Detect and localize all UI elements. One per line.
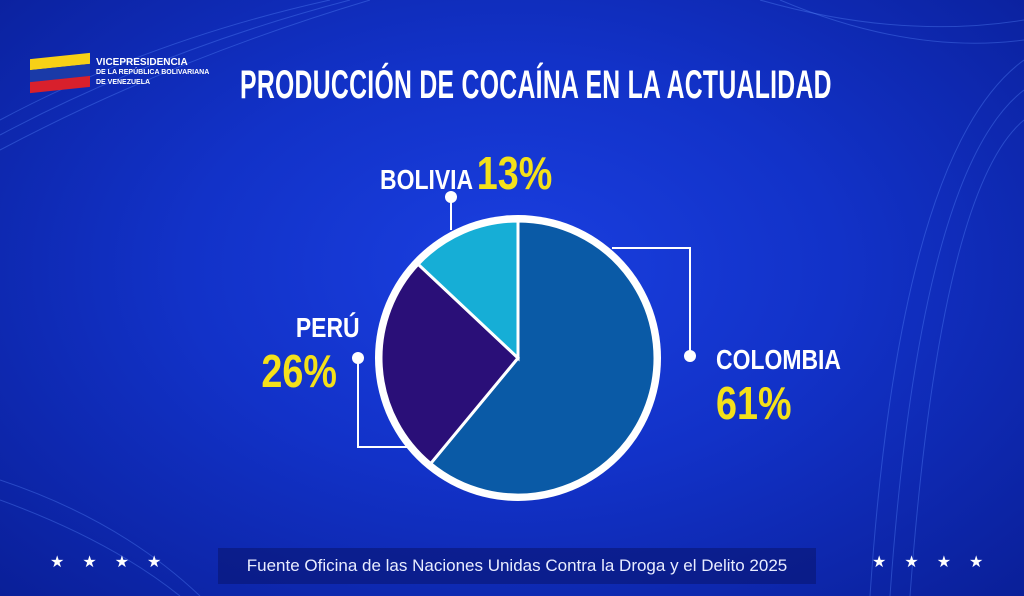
logo: VICEPRESIDENCIA DE LA REPÚBLICA BOLIVARI… — [30, 52, 210, 94]
leader-line-colombia — [612, 247, 691, 352]
logo-line-2: DE LA REPÚBLICA BOLIVARIANA — [96, 69, 210, 76]
label-bolivia-name: BOLIVIA — [380, 164, 474, 195]
label-colombia-name: COLOMBIA — [716, 344, 841, 375]
label-bolivia-value: 13% — [476, 147, 553, 199]
stars-left: ★★★★ — [50, 554, 180, 571]
leader-dot-bolivia — [445, 191, 457, 203]
stars-right: ★★★★ — [872, 554, 1002, 571]
label-peru: PERÚ 26% — [261, 312, 360, 398]
pie-slice-bolivia — [416, 219, 520, 362]
logo-line-3: DE VENEZUELA — [96, 79, 151, 86]
chart-title: PRODUCCIÓN DE COCAÍNA EN LA ACTUALIDAD — [240, 63, 832, 107]
label-bolivia: BOLIVIA 13% — [380, 146, 552, 200]
label-colombia-value: 61% — [716, 377, 792, 429]
leader-dot-colombia — [684, 350, 696, 362]
pie-slice-peru — [379, 262, 521, 466]
pie-slice-colombia — [428, 219, 657, 497]
logo-line-1: VICEPRESIDENCIA — [96, 57, 188, 68]
source-note: Fuente Oficina de las Naciones Unidas Co… — [218, 548, 816, 584]
label-peru-name: PERÚ — [295, 312, 360, 343]
leader-line-peru — [357, 360, 408, 448]
label-peru-value: 26% — [261, 345, 337, 397]
label-colombia: COLOMBIA 61% — [716, 344, 841, 430]
leader-dot-peru — [352, 352, 364, 364]
